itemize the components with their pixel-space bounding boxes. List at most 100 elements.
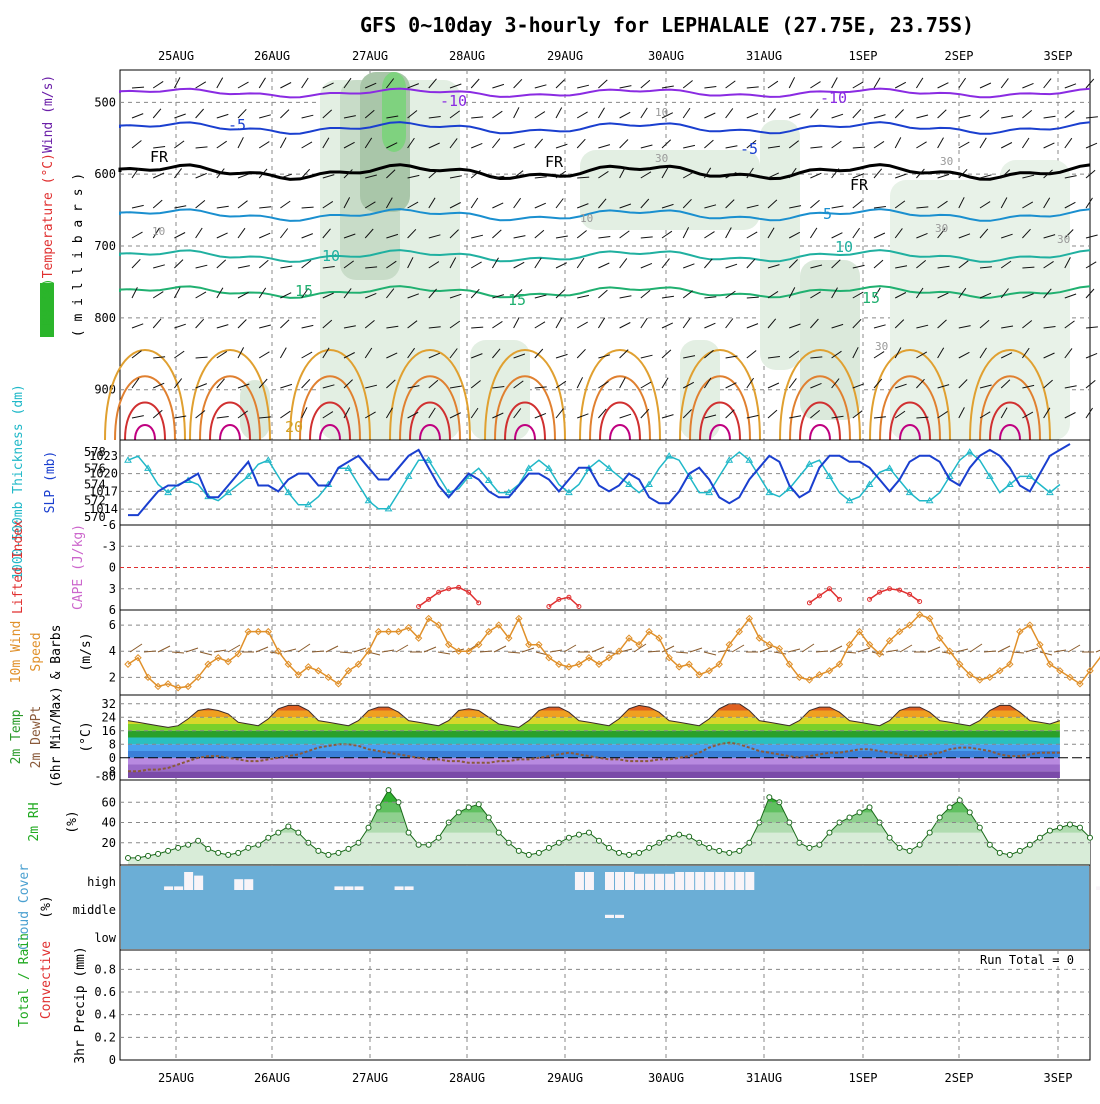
rh2m-point	[906, 847, 913, 854]
wind10-point	[304, 663, 313, 671]
temp-tick: 8	[109, 737, 116, 751]
wind-barb	[258, 351, 270, 359]
wind10-point	[505, 634, 513, 642]
wind-barb	[322, 384, 335, 389]
lifted-index-point	[826, 586, 832, 592]
wind-barb	[365, 266, 378, 269]
wind10-point	[875, 650, 884, 658]
wind-barb	[788, 167, 797, 179]
wind-barb	[470, 261, 482, 269]
wind-barb	[386, 325, 399, 329]
wind-barb	[873, 259, 884, 269]
wind-barb	[195, 383, 207, 389]
wind-barb	[195, 356, 208, 359]
ylabel-part: Speed	[29, 632, 44, 671]
wind-barb	[810, 410, 821, 419]
wind-barb	[322, 82, 334, 89]
wind-barb	[661, 230, 673, 239]
wind-barb	[1022, 228, 1031, 239]
wind-barb	[831, 378, 840, 389]
wind-barb	[174, 232, 186, 239]
wind-barb	[513, 317, 520, 329]
thickness-marker	[264, 456, 273, 463]
thickness-marker	[404, 472, 413, 479]
wind-barb	[492, 229, 502, 239]
wind10-barb	[1053, 649, 1067, 653]
rh2m-point	[966, 809, 973, 816]
wind10-barb	[353, 647, 367, 653]
panel-ylabel: 1000-500mb Thickness (dm)	[11, 384, 26, 580]
wind-barb	[810, 382, 822, 389]
wind-barb	[619, 167, 626, 179]
wind10-point	[805, 676, 814, 684]
wind-barb	[343, 325, 356, 329]
panel-ylabel: RH (%)Temperature (°C)Wind (m/s)	[41, 75, 56, 325]
wind-barb	[916, 141, 927, 149]
rh2m-point	[946, 804, 953, 811]
wind10-barb	[647, 650, 661, 653]
wind10-barb	[759, 646, 773, 653]
wind-barb	[1085, 169, 1096, 179]
cloud-bar	[735, 872, 745, 890]
wind10-barb	[969, 643, 983, 653]
wind-barb	[619, 139, 629, 149]
wind10-point	[414, 634, 423, 642]
ylabel-part: 3hr Precip (mm)	[73, 946, 88, 1063]
thickness-marker	[524, 464, 533, 471]
wind10-point	[956, 660, 964, 668]
wind10-point	[855, 627, 864, 636]
wind-barb	[831, 232, 843, 239]
wind-barb	[1043, 326, 1056, 329]
wind-barb	[831, 168, 840, 179]
wind-barb	[216, 416, 229, 419]
lifted-index-point	[556, 596, 562, 602]
wind10-point	[244, 627, 252, 636]
thickness-marker	[805, 460, 814, 467]
wind10-point	[615, 647, 623, 655]
wind-barb	[343, 288, 352, 299]
cloud-bar	[334, 886, 344, 890]
wind-barb	[704, 322, 716, 329]
wind10-point	[635, 640, 643, 649]
wind-barb	[682, 317, 691, 329]
cloud-bar	[244, 879, 254, 890]
wind-barb	[131, 231, 143, 239]
wind-barb	[237, 227, 246, 239]
wind-barb	[1001, 115, 1014, 119]
wind-barb	[661, 85, 674, 89]
wind10-barb	[157, 645, 171, 653]
li-tick: 6	[109, 603, 116, 617]
wind-barb	[810, 264, 823, 269]
wind-tick: 4	[109, 644, 116, 658]
wind-barb	[174, 205, 187, 209]
wind-barb	[598, 354, 611, 359]
wind10-point	[274, 647, 283, 655]
rh2m-point	[425, 841, 432, 848]
wind10-point	[665, 654, 673, 662]
rh2m-point	[1036, 834, 1043, 841]
thickness-marker	[985, 472, 994, 479]
wind-barb	[895, 173, 907, 179]
wind-barb	[958, 168, 968, 179]
wind-barb	[979, 82, 992, 89]
cloud-bar	[174, 886, 184, 890]
wind-barb	[513, 78, 523, 89]
wind10-barb	[927, 646, 941, 653]
temperature-lobe	[484, 349, 566, 441]
temp-tick: 0	[109, 751, 116, 765]
rh2m-point	[155, 850, 162, 857]
wind-barb	[640, 144, 653, 149]
wind10-barb	[717, 649, 731, 653]
temperature-lobe	[409, 401, 451, 441]
wind-barb	[513, 289, 523, 299]
wind-barb	[449, 293, 462, 299]
rh-bands	[128, 790, 1090, 833]
isotherm-minus10	[119, 87, 1091, 99]
wind10-speed-line	[127, 613, 1100, 689]
wind-barb	[894, 319, 905, 329]
rh-band	[128, 790, 1090, 833]
wind-barb	[365, 292, 377, 299]
wind-barb	[958, 114, 971, 119]
wind10-barb	[213, 649, 227, 653]
ylabel-part: Total / Rain	[17, 933, 32, 1027]
